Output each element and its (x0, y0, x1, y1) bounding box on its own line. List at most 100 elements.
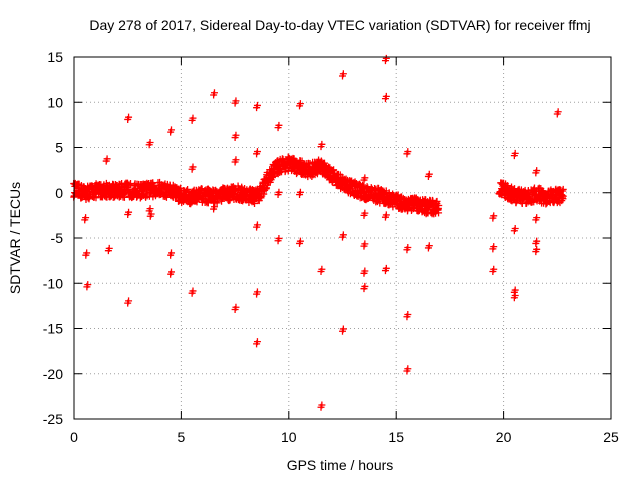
outlier-point (168, 249, 176, 257)
outlier-point (511, 149, 519, 157)
outlier-point (361, 240, 369, 248)
outlier-point (82, 214, 90, 222)
outlier-point (361, 267, 369, 275)
outlier-point (533, 214, 541, 222)
outlier-point (105, 244, 113, 252)
outlier-point (382, 211, 390, 219)
outlier-point (189, 114, 197, 122)
outlier-point (361, 282, 369, 290)
outlier-point (318, 140, 326, 148)
outlier-point (146, 205, 154, 213)
outlier-point (318, 401, 326, 409)
outlier-point (533, 167, 541, 175)
outlier-point (382, 54, 390, 62)
y-tick-label: 0 (55, 185, 63, 201)
x-tick-label: 20 (496, 429, 512, 445)
outlier-point (146, 139, 154, 147)
outlier-point (125, 297, 133, 305)
outlier-point (253, 148, 261, 156)
outlier-point (189, 163, 197, 171)
outlier-point (404, 310, 412, 318)
y-tick-label: 10 (47, 94, 63, 110)
y-tick-label: -20 (43, 366, 63, 382)
x-tick-label: 10 (281, 429, 297, 445)
outlier-point (296, 100, 304, 108)
outlier-point (425, 242, 433, 250)
outlier-point (232, 131, 240, 139)
outlier-point (232, 97, 240, 105)
outlier-point (382, 264, 390, 272)
outlier-point (232, 303, 240, 311)
outlier-point (253, 288, 261, 296)
band-point (559, 195, 567, 203)
outlier-point (382, 92, 390, 100)
outlier-point (490, 265, 498, 273)
x-tick-labels: 0 5 10 15 20 25 (70, 429, 619, 445)
outlier-point (296, 188, 304, 196)
data-points (70, 54, 567, 411)
band-point (162, 193, 170, 201)
outlier-point (404, 244, 412, 252)
outlier-point (253, 221, 261, 229)
outlier-point (533, 245, 541, 253)
outlier-point (147, 210, 155, 218)
chart-title: Day 278 of 2017, Sidereal Day-to-day VTE… (89, 17, 590, 33)
outlier-point (125, 208, 133, 216)
x-tick-label: 5 (178, 429, 186, 445)
outlier-point (103, 155, 111, 163)
outlier-point (296, 237, 304, 245)
y-tick-label: 5 (55, 140, 63, 156)
band-point (559, 185, 567, 193)
outlier-point (361, 174, 369, 182)
x-tick-label: 15 (388, 429, 404, 445)
y-tick-label: -5 (51, 230, 64, 246)
outlier-point (275, 121, 283, 129)
outlier-point (189, 287, 197, 295)
y-tick-label: -15 (43, 321, 63, 337)
outlier-point (83, 249, 91, 257)
y-tick-label: 15 (47, 49, 63, 65)
outlier-point (275, 234, 283, 242)
band-point (435, 202, 443, 210)
band-point (433, 197, 441, 205)
plot-frame (73, 56, 612, 420)
outlier-point (168, 268, 176, 276)
outlier-point (275, 188, 283, 196)
outlier-point (490, 212, 498, 220)
band-point (251, 199, 259, 207)
band-point (558, 192, 566, 200)
y-axis-label: SDTVAR / TECUs (7, 182, 23, 294)
outlier-point (425, 170, 433, 178)
outlier-point (339, 325, 347, 333)
outlier-point (404, 148, 412, 156)
band-point (213, 199, 221, 207)
y-tick-labels: 15 10 5 0 -5 -10 -15 -20 -25 (43, 49, 63, 427)
x-axis-label: GPS time / hours (287, 457, 394, 473)
outlier-point (84, 281, 92, 289)
outlier-point (404, 365, 412, 373)
band-point (504, 182, 512, 190)
outlier-point (168, 126, 176, 134)
outlier-point (361, 209, 369, 217)
outlier-point (490, 243, 498, 251)
outlier-point (511, 291, 519, 299)
x-tick-label: 25 (603, 429, 619, 445)
outlier-point (253, 101, 261, 109)
outlier-point (554, 108, 562, 116)
outlier-point (339, 231, 347, 239)
outlier-point (125, 113, 133, 121)
band-point (435, 209, 443, 217)
y-tick-label: -25 (43, 411, 63, 427)
outlier-point (339, 70, 347, 78)
outlier-point (318, 265, 326, 273)
x-tick-label: 0 (70, 429, 78, 445)
y-tick-label: -10 (43, 275, 63, 291)
outlier-point (511, 224, 519, 232)
outlier-point (253, 338, 261, 346)
outlier-point (210, 203, 218, 211)
outlier-point (210, 89, 218, 97)
outlier-point (533, 237, 541, 245)
outlier-point (232, 156, 240, 164)
